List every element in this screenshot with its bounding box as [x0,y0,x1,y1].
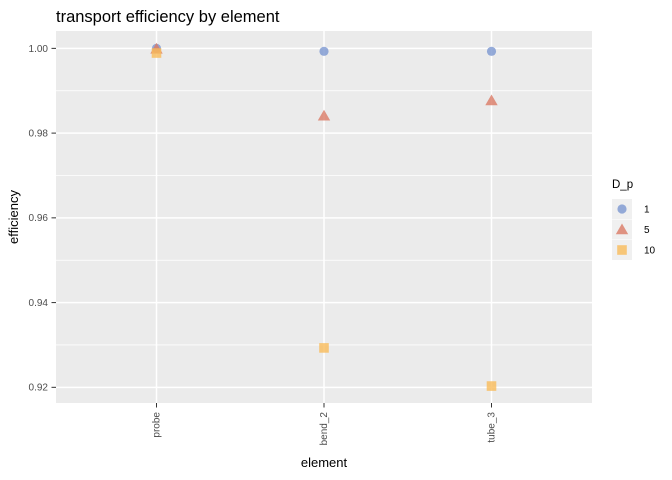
axes: 0.92 0.94 0.96 0.98 1.00 probe bend_2 tube_3 [29,44,498,446]
legend-key-marker-circle [617,204,627,214]
data-point-bend_2-dp10 [319,343,329,353]
x-axis-tick-label: probe [152,412,163,438]
y-axis-tick-label: 0.98 [29,129,49,140]
data-point-tube_3-dp5 [485,94,498,106]
legend-title: D_p [612,179,633,191]
data-point-tube_3-dp1 [486,46,497,56]
data-point-bend_2-dp1 [319,46,329,56]
legend-key-marker-square [617,245,627,255]
legend-item-label: 5 [644,225,650,236]
y-axis-tick-label: 0.94 [29,298,49,309]
y-axis-tick-label: 0.92 [29,383,49,394]
legend-key-marker-triangle [615,223,629,235]
legend-item-label: 10 [644,246,656,257]
data-point-probe-dp10 [151,48,162,58]
data-points [150,42,498,391]
x-axis-title: element [301,455,348,470]
x-axis-tick-label: bend_2 [319,412,330,446]
data-point-tube_3-dp10 [486,381,497,391]
data-point-bend_2-dp5 [317,109,331,121]
legend-item-label: 1 [644,205,650,216]
chart-title: transport efficiency by element [56,8,280,26]
y-axis-tick-label: 0.96 [29,213,49,224]
x-axis-tick-label: tube_3 [487,412,498,443]
y-axis-title: efficiency [6,190,21,244]
y-axis-tick-label: 1.00 [29,44,49,55]
gridlines [56,31,592,403]
